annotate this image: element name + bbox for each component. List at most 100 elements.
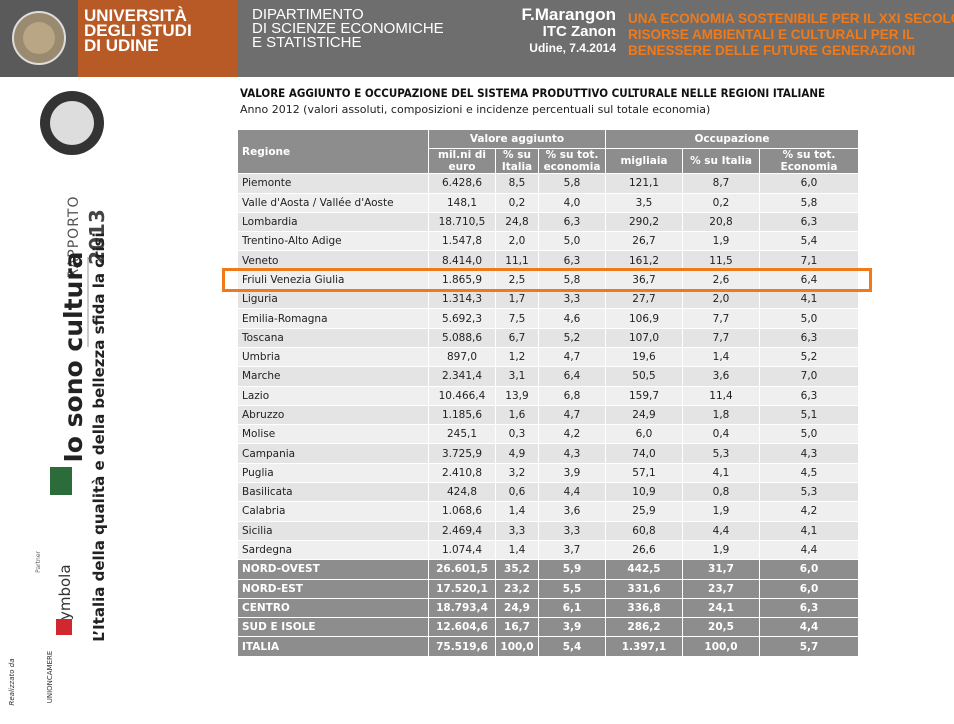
cell: 2.341,4 [429, 367, 495, 385]
brand-logo [56, 619, 72, 635]
conference-title: UNA ECONOMIA SOSTENIBILE PER IL XXI SECO… [628, 11, 954, 59]
cell: 3,2 [496, 464, 538, 482]
cell: 3,5 [606, 194, 682, 212]
cell: 106,9 [606, 309, 682, 327]
table-row: Calabria1.068,61,43,625,91,94,2 [238, 502, 858, 520]
cell: Sicilia [238, 522, 428, 540]
cell: Lazio [238, 387, 428, 405]
cell: 6,7 [496, 329, 538, 347]
cell: Valle d'Aosta / Vallée d'Aoste [238, 194, 428, 212]
cell: 5,8 [539, 174, 605, 192]
cell: 6,0 [760, 580, 858, 598]
table-row: Trentino-Alto Adige1.547,82,05,026,71,95… [238, 232, 858, 250]
cell: 442,5 [606, 560, 682, 578]
cell: 424,8 [429, 483, 495, 501]
table-row: Sardegna1.074,41,43,726,61,94,4 [238, 541, 858, 559]
group-header: Occupazione [606, 130, 858, 148]
cell: 20,5 [683, 618, 759, 636]
cell: 159,7 [606, 387, 682, 405]
cell: 4,4 [539, 483, 605, 501]
cell: 7,5 [496, 309, 538, 327]
cell: 4,1 [683, 464, 759, 482]
cell: Basilicata [238, 483, 428, 501]
table-row: Basilicata424,80,64,410,90,85,3 [238, 483, 858, 501]
column-header: migliaia [606, 149, 682, 173]
cell: 4,7 [539, 348, 605, 366]
cell: 26,6 [606, 541, 682, 559]
cell: 3,1 [496, 367, 538, 385]
cell: 4,2 [539, 425, 605, 443]
slide: {"header": {"university": ["UNIVERSITÀ",… [0, 0, 954, 724]
cell: 27,7 [606, 290, 682, 308]
group-header: Valore aggiunto [429, 130, 605, 148]
cell: Emilia-Romagna [238, 309, 428, 327]
cell: 6,0 [760, 560, 858, 578]
cell: 0,4 [683, 425, 759, 443]
cell: 3,6 [539, 502, 605, 520]
data-table: Regione Valore aggiunto Occupazione mil.… [237, 129, 859, 657]
cell: 8,5 [496, 174, 538, 192]
cell: 11,4 [683, 387, 759, 405]
cell: 7,0 [760, 367, 858, 385]
cell: 6,3 [760, 387, 858, 405]
highlight-box [222, 268, 872, 292]
cell: 5,0 [760, 309, 858, 327]
column-header: % su Italia [683, 149, 759, 173]
cell: Toscana [238, 329, 428, 347]
cell: 12.604,6 [429, 618, 495, 636]
dept-line: E STATISTICHE [252, 36, 444, 50]
report-subtitle: L’Italia della qualità e della bellezza … [90, 232, 108, 641]
author-block: F.Marangon ITC Zanon Udine, 7.4.2014 [480, 6, 616, 57]
conf-line: UNA ECONOMIA SOSTENIBILE PER IL XXI SECO… [628, 11, 954, 27]
cell: Trentino-Alto Adige [238, 232, 428, 250]
cell: 16,7 [496, 618, 538, 636]
cell: 5,2 [760, 348, 858, 366]
portrait-face [50, 101, 94, 145]
cell: 286,2 [606, 618, 682, 636]
cell: 24,9 [606, 406, 682, 424]
group-header-row: Regione Valore aggiunto Occupazione [238, 130, 858, 148]
cell: 18.710,5 [429, 213, 495, 231]
table-row: Toscana5.088,66,75,2107,07,76,3 [238, 329, 858, 347]
cell: 1,8 [683, 406, 759, 424]
cell: 4,2 [760, 502, 858, 520]
cell: 6,3 [760, 599, 858, 617]
cell: 1,4 [496, 502, 538, 520]
cell: 50,5 [606, 367, 682, 385]
cell: Puglia [238, 464, 428, 482]
cell: 57,1 [606, 464, 682, 482]
cell: 1,6 [496, 406, 538, 424]
cell: 74,0 [606, 444, 682, 462]
table-row: Valle d'Aosta / Vallée d'Aoste148,10,24,… [238, 194, 858, 212]
cell: 6,3 [539, 213, 605, 231]
cell: 4,4 [760, 618, 858, 636]
cell: 5,8 [760, 194, 858, 212]
cell: 4,1 [760, 290, 858, 308]
cell: Lombardia [238, 213, 428, 231]
cell: 331,6 [606, 580, 682, 598]
cell: 2.410,8 [429, 464, 495, 482]
cell: Liguria [238, 290, 428, 308]
cell: 4,3 [760, 444, 858, 462]
cell: 0,6 [496, 483, 538, 501]
realized-by: Realizzato da [8, 659, 16, 706]
cell: CENTRO [238, 599, 428, 617]
table-title: VALORE AGGIUNTO E OCCUPAZIONE DEL SISTEM… [240, 86, 825, 100]
cell: SUD E ISOLE [238, 618, 428, 636]
cell: 3,9 [539, 618, 605, 636]
uni-line: DI UDINE [84, 38, 238, 53]
cell: Campania [238, 444, 428, 462]
cell: 0,2 [683, 194, 759, 212]
cell: 0,2 [496, 194, 538, 212]
cell: 3,6 [683, 367, 759, 385]
author: F.Marangon [480, 6, 616, 23]
cell: 3,7 [539, 541, 605, 559]
cell: 31,7 [683, 560, 759, 578]
cell: 336,8 [606, 599, 682, 617]
cell: 5,4 [760, 232, 858, 250]
